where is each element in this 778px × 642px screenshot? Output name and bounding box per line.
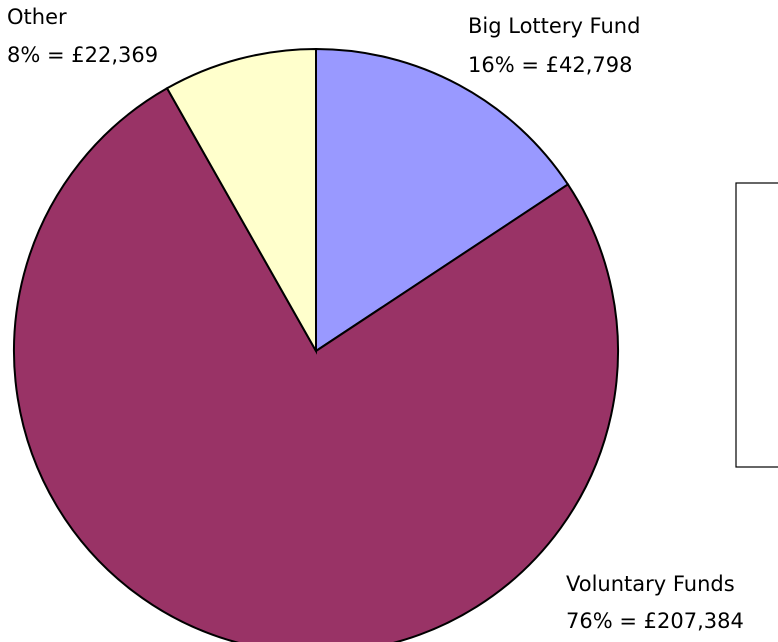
slice-label-value-big-lottery-fund: 16% = £42,798 [468,53,632,77]
slice-label-value-voluntary-funds: 76% = £207,384 [566,609,744,633]
pie-slice-big-lottery-fund [315,47,570,353]
slice-label-value-other: 8% = £22,369 [7,43,158,67]
pie-slice-voluntary-funds [13,86,619,642]
legend-box [735,182,778,468]
pie-slice-other [165,47,317,355]
slice-label-name-other: Other [7,5,67,29]
pie-labels: Big Lottery Fund 16% = £42,798 Voluntary… [7,5,744,633]
slice-label-name-big-lottery-fund: Big Lottery Fund [468,14,640,38]
pie-slices [13,47,619,642]
slice-label-name-voluntary-funds: Voluntary Funds [566,572,735,596]
